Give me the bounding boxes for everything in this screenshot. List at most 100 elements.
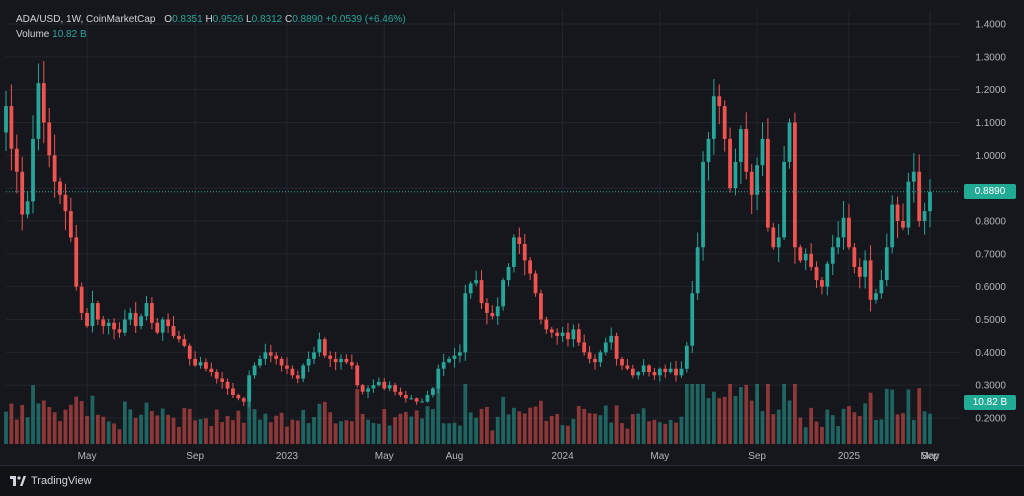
volume-bar bbox=[193, 420, 198, 444]
candle-body bbox=[376, 381, 381, 386]
volume-bar bbox=[711, 391, 716, 444]
candle-body bbox=[355, 365, 360, 386]
candle-body bbox=[387, 385, 392, 389]
candle-body bbox=[290, 368, 295, 376]
volume-bar bbox=[512, 407, 516, 444]
volume-bar bbox=[301, 409, 306, 444]
volume-bar bbox=[533, 406, 538, 444]
close-label: C bbox=[284, 14, 293, 25]
volume-bar bbox=[684, 384, 689, 444]
volume-bar bbox=[474, 417, 478, 444]
candle-body bbox=[479, 280, 484, 304]
candle-body bbox=[506, 266, 511, 281]
tradingview-brand[interactable]: TradingView bbox=[10, 475, 92, 487]
candle-body bbox=[490, 312, 495, 317]
candle-body bbox=[328, 355, 333, 359]
candle-body bbox=[901, 221, 905, 228]
volume-bar bbox=[414, 410, 419, 444]
candle-body bbox=[247, 375, 252, 402]
volume-bar bbox=[901, 413, 905, 444]
candle-body bbox=[214, 372, 219, 379]
volume-bar bbox=[722, 396, 727, 444]
candle-body bbox=[566, 332, 570, 340]
volume-bar bbox=[31, 385, 35, 444]
candle-body bbox=[68, 211, 73, 238]
candle-body bbox=[744, 129, 749, 172]
candle-body bbox=[717, 96, 722, 107]
volume-bar bbox=[868, 392, 873, 444]
volume-bar bbox=[479, 408, 484, 444]
candle-body bbox=[171, 326, 176, 336]
volume-bar bbox=[214, 409, 219, 444]
candle-body bbox=[544, 319, 549, 330]
volume-bar bbox=[911, 419, 916, 444]
volume-bar bbox=[874, 419, 878, 444]
candle-body bbox=[868, 260, 873, 300]
candle-body bbox=[609, 335, 614, 343]
volume-bar bbox=[798, 417, 803, 444]
candle-body bbox=[517, 237, 522, 244]
candle-body bbox=[766, 138, 770, 228]
volume-bar bbox=[506, 414, 511, 444]
candle-body bbox=[598, 352, 603, 363]
candle-body bbox=[663, 368, 668, 373]
volume-bar bbox=[744, 384, 749, 444]
y-tick-label: 1.3000 bbox=[975, 52, 1006, 63]
x-tick-label: May bbox=[78, 451, 97, 462]
legend-ohlc-row: ADA/USD, 1W, CoinMarketCap O0.8351 H0.95… bbox=[16, 12, 406, 27]
x-tick-label: May bbox=[375, 451, 394, 462]
candle-body bbox=[798, 247, 803, 261]
volume-bar bbox=[63, 409, 68, 444]
volume-bar bbox=[58, 421, 62, 444]
candle-body bbox=[890, 204, 895, 248]
volume-bar bbox=[447, 423, 451, 444]
volume-bar bbox=[906, 389, 911, 444]
candle-body bbox=[74, 237, 79, 287]
volume-bar bbox=[182, 408, 187, 444]
volume-bar bbox=[587, 413, 592, 444]
candlestick-chart[interactable]: 1.40001.30001.20001.10001.00000.90000.80… bbox=[0, 0, 1024, 465]
volume-bar bbox=[820, 426, 824, 444]
candle-body bbox=[204, 362, 208, 369]
candle-body bbox=[679, 368, 684, 376]
candle-body bbox=[306, 358, 311, 366]
candle-body bbox=[560, 332, 565, 336]
volume-bar bbox=[290, 419, 295, 444]
candle-body bbox=[668, 368, 673, 373]
candle-body bbox=[690, 293, 695, 346]
candle-body bbox=[533, 273, 538, 294]
candle-body bbox=[263, 352, 268, 359]
candle-body bbox=[771, 227, 776, 248]
volume-bar bbox=[766, 384, 770, 444]
volume-bar bbox=[674, 422, 678, 444]
candle-body bbox=[52, 155, 57, 182]
volume-bar bbox=[90, 395, 95, 444]
volume-bar bbox=[452, 422, 457, 444]
candle-body bbox=[112, 322, 116, 330]
x-tick-label: 2023 bbox=[276, 451, 299, 462]
volume-bar bbox=[830, 415, 835, 444]
candle-body bbox=[31, 138, 35, 202]
change-value: +0.0539 (+6.46%) bbox=[325, 14, 406, 25]
y-tick-label: 0.2000 bbox=[975, 414, 1006, 425]
candle-body bbox=[90, 303, 95, 327]
volume-bar bbox=[344, 420, 349, 444]
candle-body bbox=[641, 365, 646, 373]
candle-body bbox=[333, 358, 338, 363]
candle-body bbox=[695, 247, 700, 294]
candle-body bbox=[803, 253, 808, 261]
volume-bar bbox=[647, 421, 651, 444]
candle-body bbox=[20, 171, 25, 215]
volume-bar bbox=[322, 401, 327, 444]
volume-bar bbox=[4, 411, 8, 444]
volume-value: 10.82 B bbox=[52, 29, 87, 40]
volume-bar bbox=[717, 398, 722, 444]
volume-bar bbox=[738, 387, 743, 444]
volume-bar bbox=[928, 413, 932, 444]
candle-body bbox=[441, 362, 446, 369]
volume-bar bbox=[836, 425, 841, 444]
volume-bar bbox=[328, 412, 333, 444]
candle-body bbox=[522, 243, 527, 261]
volume-bar bbox=[847, 406, 851, 444]
